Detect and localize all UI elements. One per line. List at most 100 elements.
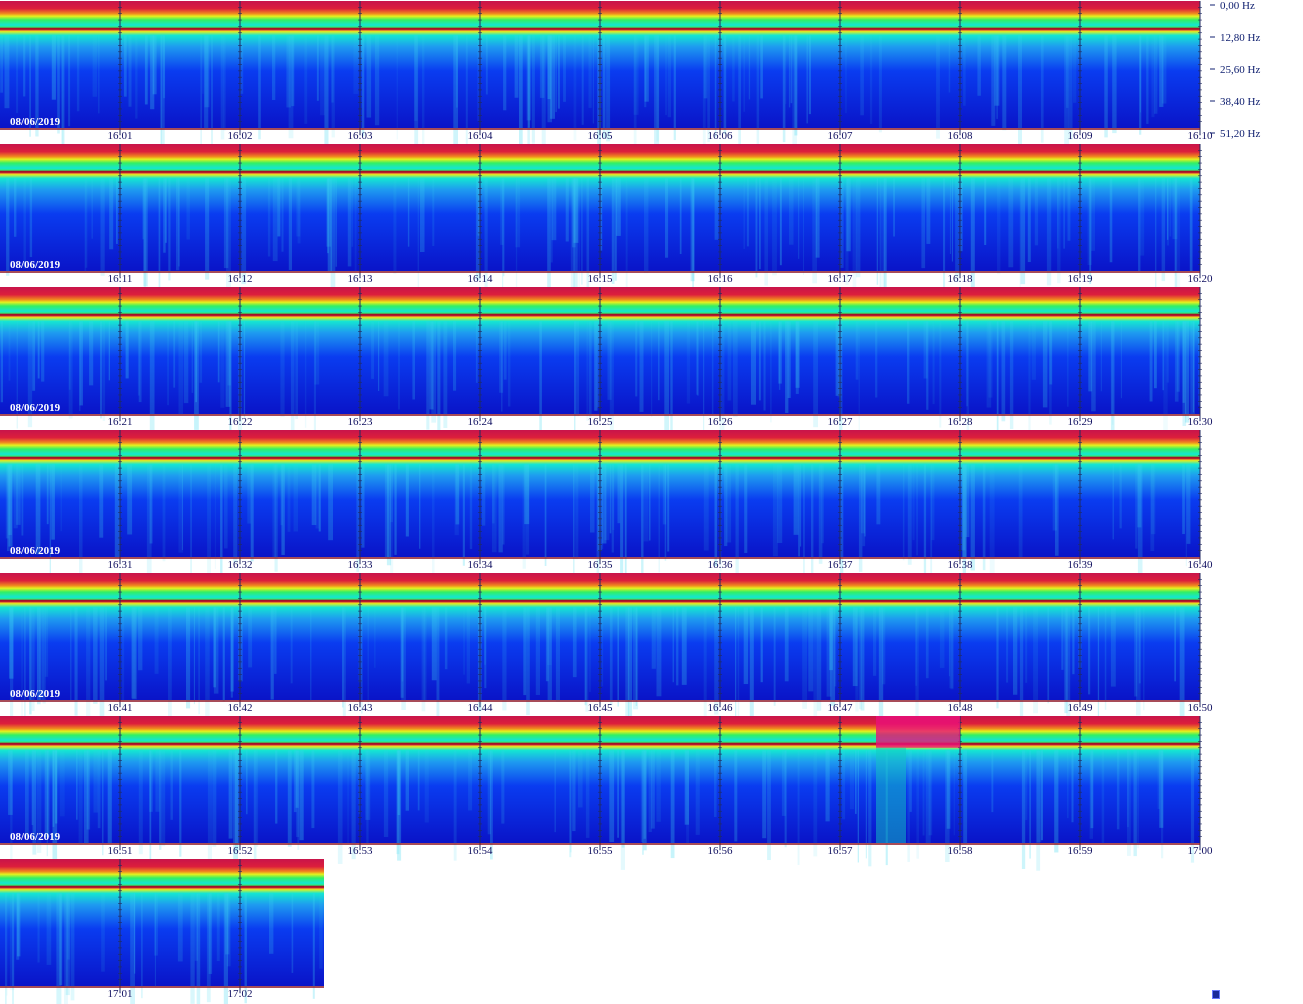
spectral-streak [432, 178, 435, 247]
spectral-streak [484, 607, 487, 689]
spectral-streak [46, 464, 49, 525]
spectral-streak [1119, 464, 1122, 529]
spectral-streak [984, 178, 987, 246]
spectral-streak [37, 321, 40, 379]
spectral-streak [531, 35, 535, 149]
spectral-streak [78, 750, 83, 846]
spectral-streak [233, 750, 238, 861]
spectral-streak [405, 750, 409, 811]
spectral-streak [642, 750, 644, 855]
spectral-streak [6, 893, 8, 996]
spectral-streak [1067, 750, 1069, 819]
spectral-streak [161, 750, 166, 847]
spectral-streak [544, 464, 547, 566]
spectral-streak [316, 35, 319, 101]
spectral-streak [1055, 464, 1059, 556]
spectral-streak [760, 607, 763, 683]
spectral-streak [312, 893, 315, 999]
spectral-streak [220, 464, 223, 574]
spectral-streak [676, 607, 679, 686]
spectral-streak [578, 750, 583, 808]
spectral-streak [420, 178, 425, 253]
spectral-streak [1192, 321, 1194, 413]
spectral-streak [880, 178, 886, 289]
spectral-streak [570, 178, 575, 299]
spectral-streak [293, 750, 297, 813]
spectral-streak [792, 35, 797, 146]
spectral-streak [272, 178, 278, 262]
spectral-streak [635, 321, 638, 397]
spectral-streak [102, 750, 104, 856]
spectral-streak [963, 750, 968, 844]
spectral-streak [29, 607, 32, 715]
spectral-streak [601, 607, 604, 687]
spectral-streak [1143, 607, 1145, 711]
time-tick-label: 16:30 [1187, 416, 1213, 428]
spectral-streak [621, 750, 625, 848]
spectral-streak [176, 178, 180, 271]
spectral-streak [269, 893, 274, 954]
spectral-streak [397, 750, 402, 861]
spectral-streak [714, 35, 717, 138]
spectral-streak [602, 35, 606, 139]
spectral-streak [274, 607, 277, 674]
spectral-streak [524, 464, 530, 525]
spectral-streak [855, 750, 857, 814]
spectral-streak [818, 464, 823, 564]
spectral-streak [149, 321, 155, 442]
spectral-streak [367, 607, 369, 708]
spectral-streak [1174, 607, 1176, 682]
spectral-streak [797, 750, 800, 865]
spectral-streak [772, 464, 778, 557]
spectral-streak [1100, 321, 1102, 392]
spectral-streak [277, 178, 281, 237]
time-tick-label: 16:06 [707, 130, 733, 142]
spectral-streak [142, 178, 145, 240]
spectral-streak [114, 464, 120, 558]
spectral-streak [961, 464, 966, 551]
spectral-streak [764, 178, 768, 286]
spectral-streak [205, 178, 210, 280]
spectral-streak [588, 35, 592, 108]
spectral-streak [1049, 321, 1053, 385]
spectral-streak [1001, 321, 1006, 422]
spectral-streak [431, 321, 437, 423]
spectral-streak [798, 178, 800, 259]
date-label: 08/06/2019 [10, 402, 61, 414]
spectral-streak [141, 893, 143, 999]
spectral-streak [609, 607, 613, 706]
spectral-streak [1112, 35, 1117, 134]
spectral-streak [1140, 35, 1141, 113]
spectral-streak [696, 321, 698, 395]
spectral-streak [1091, 321, 1096, 412]
spectral-streak [296, 750, 300, 838]
spectral-streak [1154, 35, 1158, 114]
spectral-streak [651, 750, 655, 829]
spectral-streak [865, 750, 867, 859]
spectral-streak [644, 35, 649, 102]
time-tick-label: 16:31 [107, 559, 132, 571]
spectral-streak [21, 607, 23, 725]
spectral-streak [644, 35, 647, 108]
scroll-corner-icon[interactable] [1212, 990, 1220, 999]
spectral-streak [697, 321, 699, 396]
spectral-streak [1189, 178, 1193, 273]
frequency-label: 12,80 Hz [1220, 32, 1260, 44]
spectral-streak [421, 607, 426, 712]
spectral-streak [781, 750, 786, 816]
spectral-streak [46, 893, 52, 965]
spectral-streak [17, 893, 21, 957]
spectral-streak [813, 321, 818, 428]
spectral-streak [855, 321, 859, 380]
time-tick-label: 16:48 [947, 702, 973, 714]
spectral-streak [840, 464, 844, 584]
spectral-streak [614, 178, 617, 281]
spectral-streak [1134, 607, 1138, 697]
spectral-streak [611, 464, 614, 553]
spectral-streak [749, 607, 754, 719]
spectral-streak [212, 750, 217, 847]
spectral-streak [193, 607, 195, 705]
spectral-streak [1019, 607, 1024, 719]
date-label: 08/06/2019 [10, 116, 61, 128]
spectral-streak [342, 607, 344, 708]
